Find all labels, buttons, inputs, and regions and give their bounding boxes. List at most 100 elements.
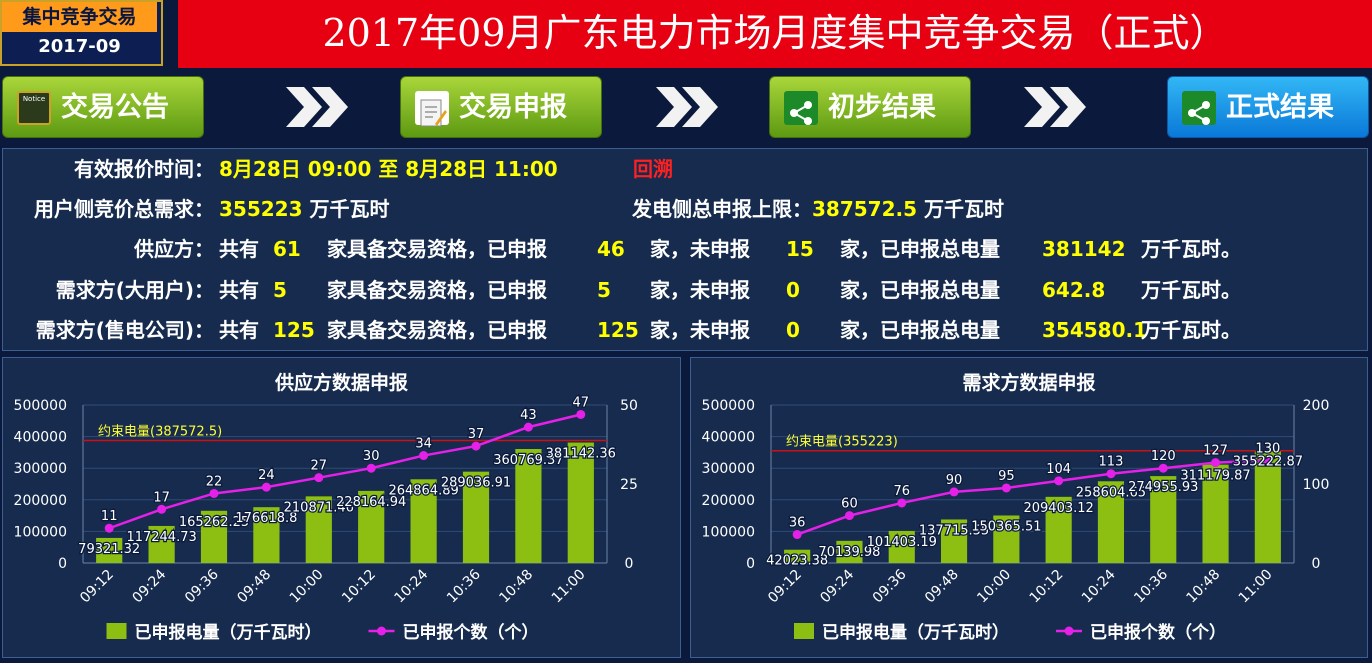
large-user-declared: 5 bbox=[597, 278, 611, 302]
supply-count-point bbox=[157, 504, 167, 514]
large-user-label: 需求方(大用户)： bbox=[55, 278, 214, 302]
demand-count-label: 60 bbox=[841, 497, 858, 512]
step-final-result-button[interactable]: 正式结果 bbox=[1167, 76, 1369, 138]
demand-count-point bbox=[1054, 476, 1064, 486]
demand-bar bbox=[888, 530, 915, 563]
trade-info-panel bbox=[2, 148, 1368, 351]
replay-link[interactable]: 回溯 bbox=[633, 157, 673, 181]
demand-count-label: 76 bbox=[893, 484, 910, 499]
demand-chart-title: 需求方数据申报 bbox=[962, 371, 1095, 394]
supply-count-label: 17 bbox=[153, 490, 170, 505]
demand-x-tick-label: 10:12 bbox=[1027, 567, 1067, 607]
demand-x-tick-label: 11:00 bbox=[1236, 567, 1276, 607]
demand-count-label: 113 bbox=[1099, 455, 1124, 470]
supply-bar-value-label: 360769.37 bbox=[493, 453, 563, 468]
retailer-unit: 万千瓦时。 bbox=[1141, 318, 1241, 342]
title-bar bbox=[178, 0, 1372, 68]
retailer-declared: 125 bbox=[597, 318, 639, 342]
demand-count-label: 104 bbox=[1046, 462, 1071, 477]
supply-bar bbox=[200, 510, 228, 563]
retailer-mid-text: 家，未申报 bbox=[650, 318, 750, 342]
supply-bar-value-label: 165262.25 bbox=[179, 515, 249, 530]
demand-bar-value-label: 209403.12 bbox=[1023, 501, 1093, 516]
demand-bar bbox=[993, 515, 1020, 563]
large-user-qualified-text: 家具备交易资格，已申报 bbox=[327, 278, 547, 302]
supply-x-tick-label: 10:36 bbox=[444, 566, 484, 606]
supply-count-label: 34 bbox=[415, 437, 432, 452]
supply-legend-line-marker bbox=[377, 626, 386, 636]
supply-bar bbox=[567, 442, 594, 563]
supply-count-label: 43 bbox=[520, 408, 537, 423]
demand-chart: 需求方数据申报 0 100000 200000 300000 400000 500000 0 1… bbox=[702, 371, 1330, 643]
demand-bar-value-label: 137715.55 bbox=[919, 523, 989, 538]
step-declaration-button[interactable]: 交易申报 bbox=[400, 76, 602, 138]
demand-x-tick-label: 10:48 bbox=[1184, 567, 1224, 607]
retailer-energy: 354580.1 bbox=[1042, 318, 1148, 342]
large-user-energy: 642.8 bbox=[1042, 278, 1106, 302]
demand-x-tick-label: 09:12 bbox=[765, 567, 805, 607]
demand-bar bbox=[1045, 496, 1072, 563]
supply-left-tick-label: 0 bbox=[58, 556, 67, 572]
step-announcement-button[interactable]: Notice 交易公告 bbox=[2, 76, 204, 138]
large-user-unit: 万千瓦时。 bbox=[1141, 278, 1241, 302]
demand-count-point bbox=[897, 498, 907, 508]
demand-right-tick-label: 100 bbox=[1303, 477, 1330, 493]
user-demand-label: 用户侧竞价总需求： bbox=[34, 197, 214, 221]
demand-constraint-label: 约束电量(355223) bbox=[786, 435, 898, 450]
supply-legend-bar-swatch bbox=[106, 623, 127, 639]
demand-legend-bar-swatch bbox=[794, 623, 814, 639]
large-user-mid-text: 家，未申报 bbox=[650, 278, 750, 302]
chevron-right-icon bbox=[286, 87, 348, 127]
supply-x-tick-label: 09:12 bbox=[77, 567, 117, 607]
chevron-right-icon bbox=[656, 87, 718, 127]
large-user-total: 5 bbox=[273, 278, 287, 302]
supply-bar-value-label: 79321.32 bbox=[78, 542, 140, 557]
demand-bar-value-label: 150365.51 bbox=[971, 519, 1041, 534]
demand-count-label: 127 bbox=[1203, 444, 1228, 459]
supply-bar bbox=[253, 507, 280, 563]
demand-count-point bbox=[1158, 463, 1168, 473]
supply-bar-value-label: 117244.73 bbox=[126, 530, 196, 545]
supply-count-label: 11 bbox=[101, 509, 118, 524]
demand-legend-line-label: 已申报个数（个） bbox=[1090, 622, 1226, 643]
demand-bar bbox=[940, 519, 968, 563]
demand-left-tick-label: 400000 bbox=[702, 430, 755, 446]
large-user-undeclared: 0 bbox=[786, 278, 800, 302]
supply-x-tick-label: 10:48 bbox=[496, 567, 536, 607]
supply-bar-value-label: 264864.89 bbox=[388, 483, 458, 498]
supply-right-tick-label: 50 bbox=[620, 398, 638, 414]
supply-chart-panel: 供应方数据申报 0 100000 200000 300000 400000 500000 0 2… bbox=[2, 357, 681, 658]
large-user-energy-label: 家，已申报总电量 bbox=[840, 278, 1000, 302]
supply-x-tick-label: 10:12 bbox=[339, 567, 379, 607]
supply-count-point bbox=[523, 422, 533, 432]
supply-bar bbox=[96, 537, 123, 563]
demand-bar-value-label: 101403.19 bbox=[867, 535, 937, 550]
supply-count-point bbox=[314, 473, 324, 483]
supply-legend-bar-label: 已申报电量（万千瓦时） bbox=[135, 622, 322, 643]
demand-legend-bar-label: 已申报电量（万千瓦时） bbox=[822, 622, 1009, 643]
retailer-undeclared: 0 bbox=[786, 318, 800, 342]
demand-left-tick-label: 0 bbox=[746, 556, 755, 572]
supply-right-tick-label: 0 bbox=[625, 556, 634, 572]
supply-count-point bbox=[104, 523, 114, 533]
supply-x-tick-label: 09:48 bbox=[234, 567, 274, 607]
valid-time-label: 有效报价时间： bbox=[74, 157, 214, 181]
demand-count-line bbox=[796, 459, 1268, 536]
supply-left-tick-label: 200000 bbox=[14, 493, 67, 509]
demand-count-label: 120 bbox=[1151, 449, 1176, 464]
supply-x-tick-label: 09:24 bbox=[130, 566, 170, 606]
demand-legend-line-marker bbox=[1064, 626, 1074, 636]
badge-trade-type: 集中竞争交易 bbox=[2, 2, 157, 32]
retailer-label: 需求方(售电公司)： bbox=[35, 318, 214, 342]
step-preliminary-result-button[interactable]: 初步结果 bbox=[769, 76, 971, 138]
retailer-total-prefix: 共有 bbox=[219, 318, 259, 342]
demand-bar-value-label: 70139.98 bbox=[818, 545, 880, 560]
supply-constraint-label: 约束电量(387572.5) bbox=[98, 425, 222, 440]
supply-count-point bbox=[261, 482, 271, 492]
badge-month: 2017-09 bbox=[38, 36, 121, 57]
demand-x-tick-label: 10:00 bbox=[974, 567, 1014, 607]
supplier-energy-label: 家，已申报总电量 bbox=[840, 237, 1000, 261]
demand-count-point bbox=[792, 530, 802, 540]
demand-bar bbox=[784, 549, 811, 563]
supply-count-point bbox=[576, 409, 586, 419]
